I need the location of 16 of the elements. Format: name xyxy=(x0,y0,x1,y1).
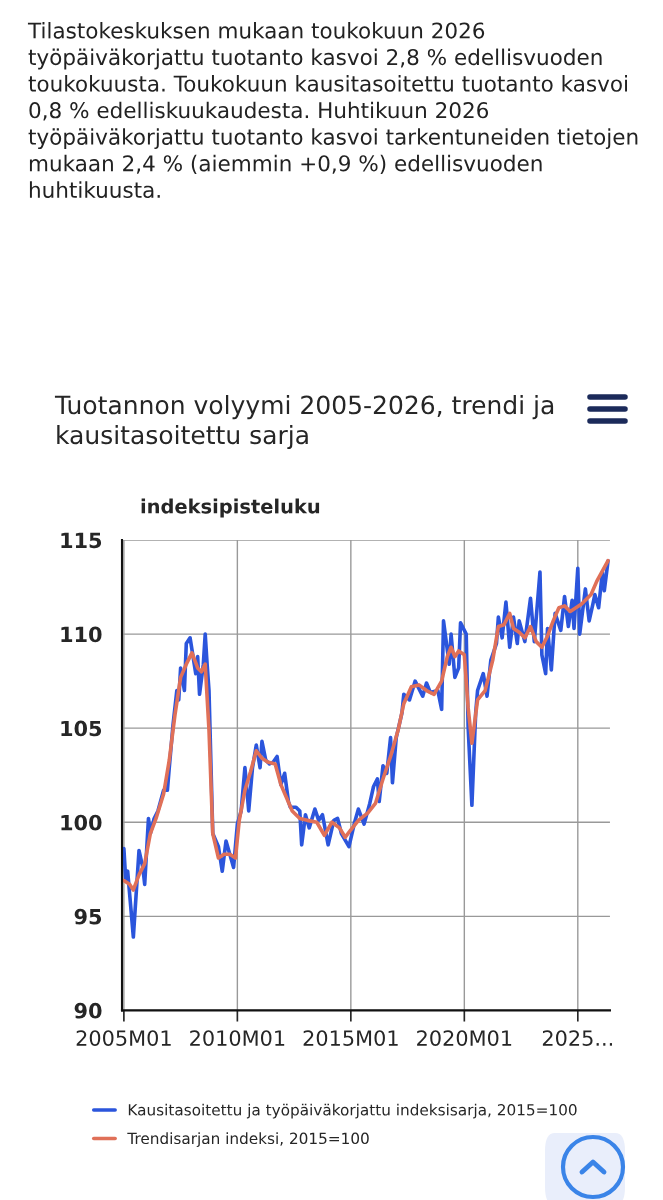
y-tick-label: 105 xyxy=(61,720,102,737)
x-tick-label: 2005M01 xyxy=(76,1030,171,1046)
legend-label: Kausitasoitettu ja työpäiväkorjattu indeksisarja, 2015=100 xyxy=(128,1103,577,1119)
y-tick-label: 110 xyxy=(61,626,102,643)
x-tick-label: 2015M01 xyxy=(303,1030,398,1046)
y-axis-title: indeksipisteluku xyxy=(141,498,320,518)
legend-label: Trendisarjan indeksi, 2015=100 xyxy=(127,1132,369,1148)
y-tick-label: 95 xyxy=(74,908,102,925)
x-tick-label: 2010M01 xyxy=(190,1030,285,1046)
y-tick-label: 100 xyxy=(61,814,102,831)
y-tick-label: 115 xyxy=(61,532,102,549)
chart-title: Tuotannon volyymi 2005-2026, trendi ja kausitasoitettu sarja xyxy=(54,395,554,450)
text: Tilastokeskuksen mukaan toukokuun 2026 työpäiväkorjattu tuotanto kasvoi 2,8 % edellisvuoden toukokuusta. Toukokuun kausitasoitettu tuotanto kasvoi 0,8 % edelliskuukaudesta. Huhtikuun 2026 työpäiväkorjattu tuotanto kasvoi tarkentuneiden tietojen mukaan 2,4 % (aiemmin +0,9 %) edellisvuoden huhtikuusta. xyxy=(27,22,638,199)
y-tick-label: 90 xyxy=(74,1002,102,1019)
x-tick-label: 2020M01 xyxy=(417,1030,512,1046)
x-tick-label: 2025... xyxy=(542,1030,612,1046)
